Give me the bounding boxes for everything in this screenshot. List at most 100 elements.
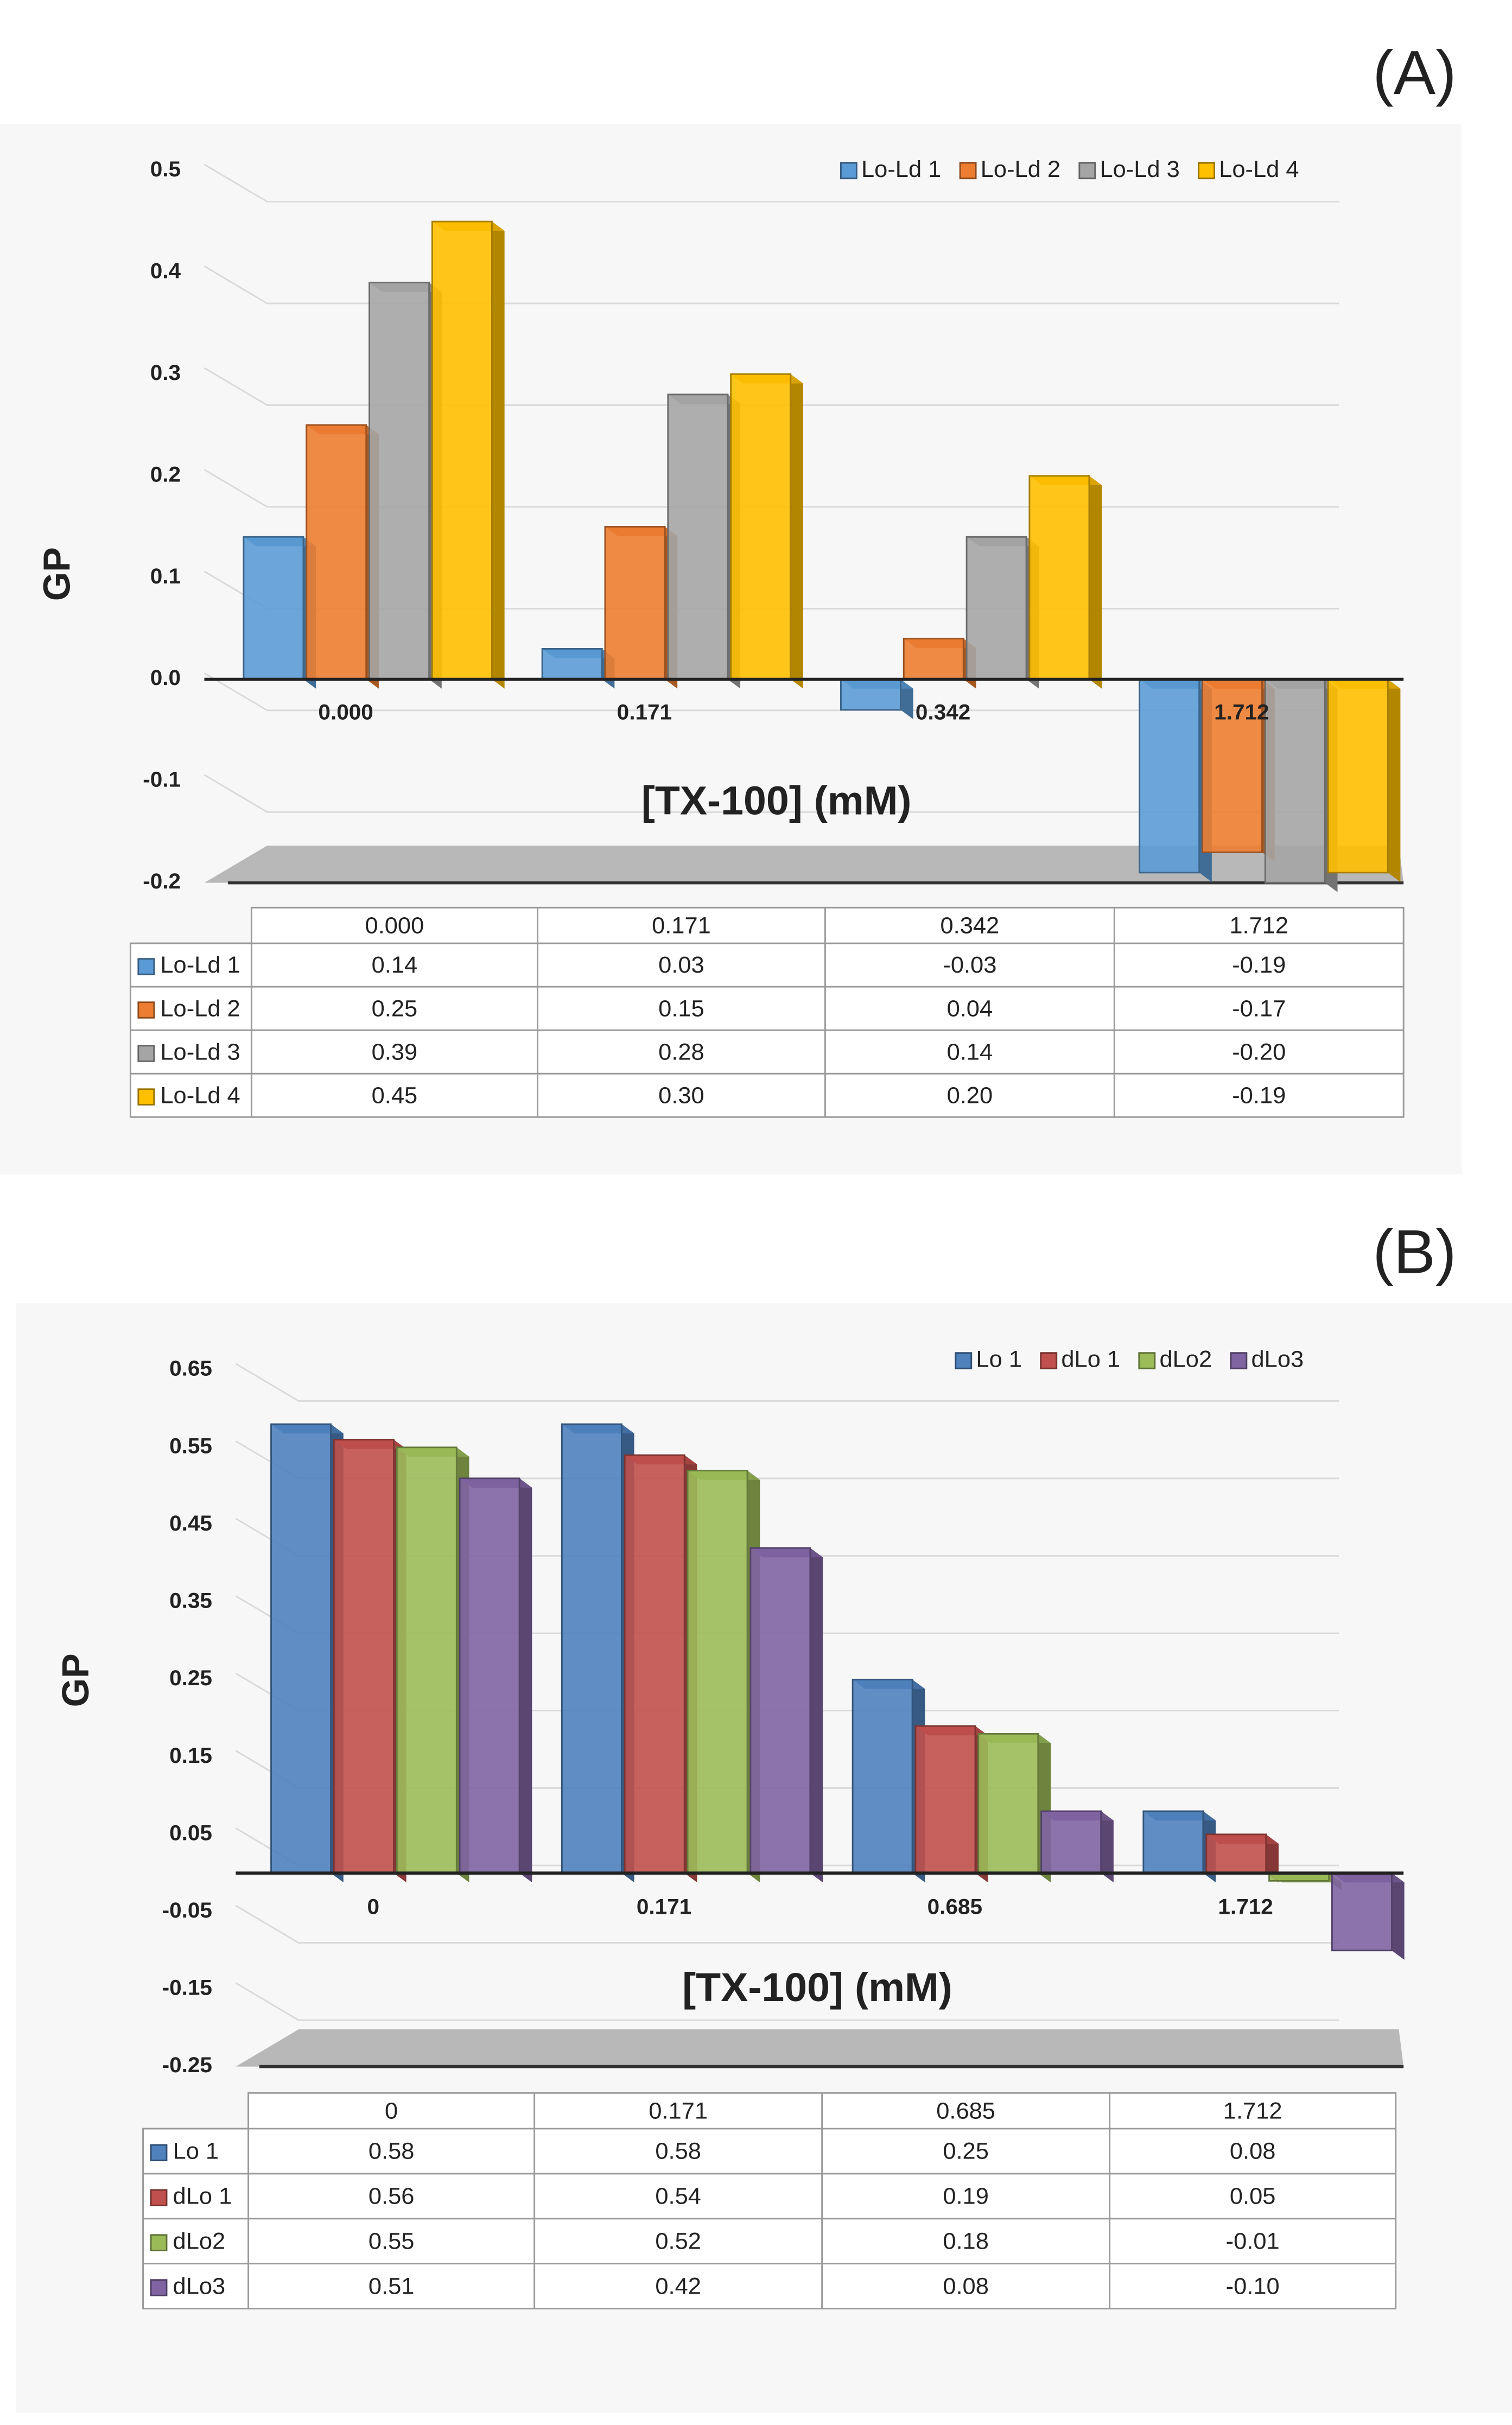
table-cell: 0.18 xyxy=(943,2229,989,2255)
table-header: 0.342 xyxy=(941,913,1000,939)
panel-label: (B) xyxy=(1373,1217,1456,1286)
x-tick-label: 1.712 xyxy=(1214,700,1269,725)
table-row-label: dLo2 xyxy=(173,2229,226,2255)
bar xyxy=(369,282,442,689)
bar xyxy=(1040,1810,1114,1883)
table-frame xyxy=(250,906,1405,1118)
legend-swatch xyxy=(1078,162,1096,180)
y-tick-label: -0.05 xyxy=(162,1898,212,1922)
bar xyxy=(243,536,316,689)
table-row-label: dLo3 xyxy=(173,2274,226,2300)
legend-label: Lo 1 xyxy=(976,1347,1022,1373)
table-header: 0.171 xyxy=(649,2098,708,2124)
bar-front xyxy=(561,1423,622,1874)
y-axis-title: GP xyxy=(35,547,78,601)
table-row-label: Lo 1 xyxy=(173,2138,219,2164)
bar-front xyxy=(459,1477,520,1874)
bar xyxy=(840,678,913,720)
bar-front xyxy=(1028,475,1090,681)
x-tick-label: 0.342 xyxy=(916,700,970,725)
table-cell: 0.05 xyxy=(1230,2183,1276,2210)
table-cell: -0.03 xyxy=(943,952,996,978)
panel-label: (A) xyxy=(1373,39,1456,107)
bar-front xyxy=(687,1470,748,1874)
table-row-label: Lo-Ld 4 xyxy=(160,1083,240,1109)
y-tick-label: -0.1 xyxy=(143,767,181,792)
table-cell: 0.15 xyxy=(658,996,704,1022)
bar xyxy=(604,526,678,689)
grid-line xyxy=(235,1982,1339,2021)
bar-front xyxy=(840,678,901,711)
y-tick-label: 0.3 xyxy=(150,360,181,385)
legend-label: Lo-Ld 4 xyxy=(1219,156,1299,182)
bar-front xyxy=(1331,1872,1393,1952)
grid-line xyxy=(204,367,1339,406)
table-cell: 0.28 xyxy=(658,1039,704,1065)
table-row-label: Lo-Ld 3 xyxy=(160,1039,240,1065)
legend-swatch xyxy=(137,958,155,975)
bar xyxy=(852,1679,925,1883)
x-tick-label: 0.000 xyxy=(318,700,373,725)
y-tick-label: 0.5 xyxy=(150,157,181,181)
y-tick-label: 0.35 xyxy=(169,1589,212,1613)
y-tick-label: 0.0 xyxy=(150,665,181,690)
bar-front xyxy=(1139,678,1200,874)
legend-swatch xyxy=(137,1001,155,1019)
bar xyxy=(561,1423,634,1883)
bar xyxy=(396,1446,469,1883)
bar-front xyxy=(1327,678,1389,874)
y-tick-label: -0.2 xyxy=(143,869,181,893)
bar-side xyxy=(1392,1873,1405,1960)
table-cell: 0.45 xyxy=(372,1083,418,1109)
bar-side xyxy=(900,679,913,720)
bar xyxy=(749,1547,823,1883)
bar-front xyxy=(1040,1810,1102,1874)
y-tick-label: 0.65 xyxy=(169,1356,212,1381)
table-cell: 0.14 xyxy=(947,1039,993,1065)
table-header: 1.712 xyxy=(1223,2098,1282,2124)
grid-line xyxy=(235,1363,1339,1402)
legend-swatch xyxy=(959,162,977,180)
y-tick-label: 0.15 xyxy=(169,1743,212,1768)
bar-front xyxy=(333,1439,395,1874)
table-header: 0 xyxy=(385,2098,398,2124)
bar-side xyxy=(1266,1834,1279,1883)
table-cell: 0.55 xyxy=(369,2229,415,2255)
table-cell: 0.56 xyxy=(369,2183,415,2210)
x-tick-label: 0.171 xyxy=(637,1895,691,1919)
bar xyxy=(1327,678,1401,882)
bar-front xyxy=(541,647,603,681)
bar-front xyxy=(604,526,666,681)
y-tick-label: 0.45 xyxy=(169,1511,212,1535)
bar xyxy=(914,1725,988,1883)
bar xyxy=(1205,1833,1279,1883)
legend-swatch xyxy=(840,162,857,180)
table-cell: -0.10 xyxy=(1226,2274,1280,2300)
bar xyxy=(1139,678,1212,882)
bar-front xyxy=(369,282,430,681)
bar xyxy=(730,373,803,689)
bar xyxy=(1028,475,1102,689)
bar-front xyxy=(306,424,367,681)
table-header: 0.171 xyxy=(652,913,711,939)
bar-side xyxy=(790,374,803,689)
legend-label: dLo 1 xyxy=(1061,1347,1120,1373)
y-tick-label: 0.1 xyxy=(150,564,181,588)
bar-front xyxy=(243,536,304,681)
bar-side xyxy=(519,1478,532,1883)
table-cell: -0.19 xyxy=(1232,1083,1286,1109)
legend-swatch xyxy=(150,2189,168,2206)
legend-swatch xyxy=(150,2234,168,2251)
table-cell: 0.39 xyxy=(372,1039,418,1065)
y-tick-label: 0.25 xyxy=(169,1666,212,1690)
bar xyxy=(965,536,1039,689)
y-tick-label: -0.15 xyxy=(162,1976,212,2000)
bar-front xyxy=(1142,1810,1204,1874)
legend-swatch xyxy=(955,1352,973,1369)
table-row-label: Lo-Ld 1 xyxy=(160,952,240,978)
bar-front xyxy=(396,1446,458,1874)
table-header: 0.685 xyxy=(936,2098,995,2124)
floor xyxy=(236,2029,1404,2067)
table-cell: 0.19 xyxy=(943,2183,989,2210)
